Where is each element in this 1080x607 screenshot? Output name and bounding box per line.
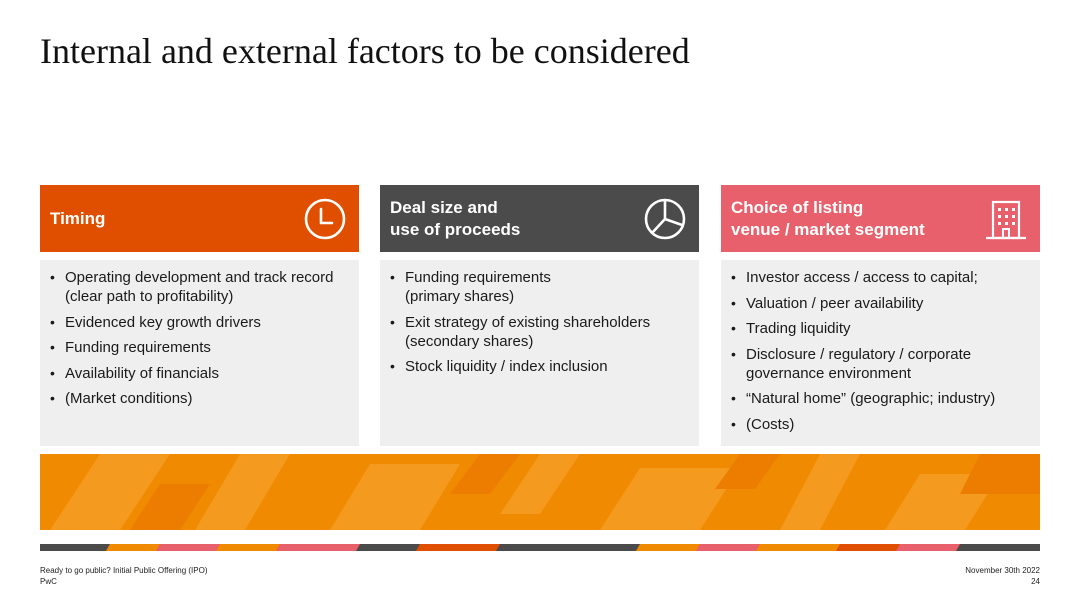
list-item: “Natural home” (geographic; industry) xyxy=(731,389,1030,408)
header-title: Deal size and use of proceeds xyxy=(390,197,521,239)
listing-venue-list-box: Investor access / access to capital; Val… xyxy=(721,260,1040,446)
deal-size-column: Deal size and use of proceeds Funding re… xyxy=(380,185,699,446)
footer-presentation-title: Ready to go public? Initial Public Offer… xyxy=(40,566,208,575)
footer-company: PwC xyxy=(40,577,57,586)
decorative-band xyxy=(40,454,1040,530)
slide-title: Internal and external factors to be cons… xyxy=(40,31,690,71)
list-item: Operating development and track record (… xyxy=(50,268,349,306)
list-item: (Market conditions) xyxy=(50,389,349,408)
list-item: Valuation / peer availability xyxy=(731,294,1030,313)
timing-column: Timing Operating development and track r… xyxy=(40,185,359,446)
footer-date: November 30th 2022 xyxy=(965,566,1040,575)
timing-header: Timing xyxy=(40,185,359,252)
list-item: Disclosure / regulatory / corporate gove… xyxy=(731,345,1030,383)
header-title: Choice of listing venue / market segment xyxy=(731,197,925,239)
list-item: Funding requirements (primary shares) xyxy=(390,268,689,306)
timing-list-box: Operating development and track record (… xyxy=(40,260,359,446)
list-item: Availability of financials xyxy=(50,364,349,383)
list-item: Exit strategy of existing shareholders (… xyxy=(390,313,689,351)
list-item: Trading liquidity xyxy=(731,319,1030,338)
decorative-stripe xyxy=(40,538,1040,551)
clock-icon xyxy=(303,197,347,241)
list-item: (Costs) xyxy=(731,415,1030,434)
list-item: Stock liquidity / index inclusion xyxy=(390,357,689,376)
deal-size-list-box: Funding requirements (primary shares) Ex… xyxy=(380,260,699,446)
footer-left: Ready to go public? Initial Public Offer… xyxy=(40,565,208,587)
list-item: Investor access / access to capital; xyxy=(731,268,1030,287)
building-icon xyxy=(984,197,1028,241)
footer-right: November 30th 2022 24 xyxy=(965,565,1040,587)
list-item: Evidenced key growth drivers xyxy=(50,313,349,332)
pie-chart-icon xyxy=(643,197,687,241)
listing-venue-column: Choice of listing venue / market segment… xyxy=(721,185,1040,446)
deal-size-header: Deal size and use of proceeds xyxy=(380,185,699,252)
listing-venue-header: Choice of listing venue / market segment xyxy=(721,185,1040,252)
header-title: Timing xyxy=(50,208,106,228)
page-number: 24 xyxy=(1031,577,1040,586)
list-item: Funding requirements xyxy=(50,338,349,357)
